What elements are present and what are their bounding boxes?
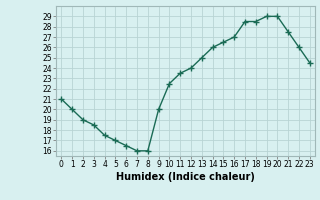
X-axis label: Humidex (Indice chaleur): Humidex (Indice chaleur) bbox=[116, 172, 255, 182]
